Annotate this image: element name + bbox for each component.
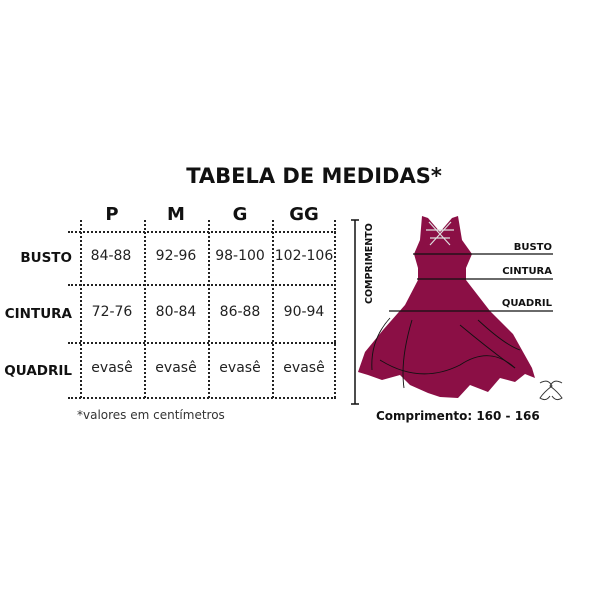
table-cell: 92-96 (155, 248, 197, 264)
units-note: *valores em centímetros (77, 408, 225, 422)
size-header-gg: GG (289, 204, 319, 225)
divider (272, 220, 274, 398)
table-cell: evasê (283, 360, 325, 376)
divider (80, 220, 82, 398)
divider (208, 220, 210, 398)
row-label-busto: BUSTO (20, 250, 72, 266)
divider (68, 231, 336, 233)
divider (144, 220, 146, 398)
table-cell: 80-84 (155, 304, 197, 320)
table-cell: evasê (91, 360, 133, 376)
divider (68, 397, 336, 399)
page-title: TABELA DE MEDIDAS* (186, 164, 442, 188)
table-cell: 84-88 (90, 248, 132, 264)
divider (68, 342, 336, 344)
table-cell: evasê (219, 360, 261, 376)
divider (68, 284, 336, 286)
table-cell: 90-94 (283, 304, 325, 320)
table-cell: 98-100 (215, 248, 265, 264)
size-header-m: M (167, 204, 185, 225)
row-label-quadril: QUADRIL (4, 363, 72, 379)
size-header-g: G (232, 204, 248, 225)
table-cell: 72-76 (91, 304, 133, 320)
divider (334, 220, 336, 398)
brand-logo (539, 380, 563, 401)
bust-label: BUSTO (513, 242, 552, 253)
size-header-p: P (105, 204, 119, 225)
row-label-cintura: CINTURA (4, 306, 72, 322)
table-cell: 86-88 (219, 304, 261, 320)
length-text: Comprimento: 160 - 166 (376, 409, 540, 423)
hip-label: QUADRIL (501, 298, 552, 309)
table-cell: evasê (155, 360, 197, 376)
table-cell: 102-106 (274, 248, 334, 264)
waist-label: CINTURA (502, 266, 552, 277)
length-axis-label: COMPRIMENTO (364, 223, 375, 304)
